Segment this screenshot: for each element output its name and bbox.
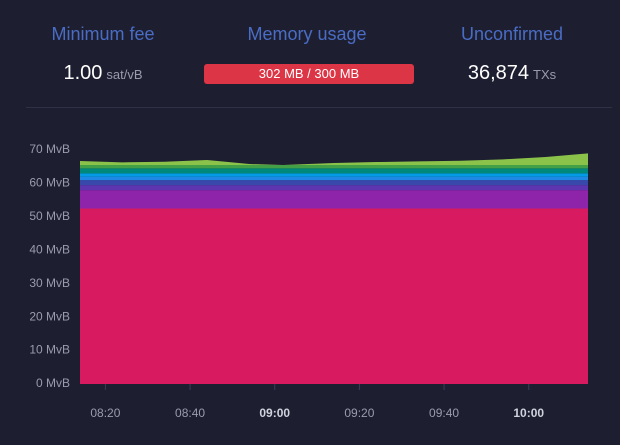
area — [80, 173, 588, 177]
area — [80, 153, 588, 166]
divider — [26, 107, 612, 108]
area — [80, 168, 588, 174]
area — [80, 180, 588, 186]
y-tick-label: 10 MvB — [29, 343, 70, 357]
stat-title: Unconfirmed — [460, 24, 564, 44]
stat-title: Memory usage — [247, 24, 367, 44]
area — [80, 190, 588, 209]
min-fee-stat: Minimum fee 1.00 sat/vB — [0, 24, 206, 85]
stat-value-row: 1.00 sat/vB — [0, 62, 206, 85]
x-tick-label: 10:00 — [513, 406, 544, 420]
x-tick-label: 08:20 — [90, 406, 120, 420]
y-tick-label: 70 MvB — [29, 142, 70, 156]
y-tick-label: 30 MvB — [29, 276, 70, 290]
stat-value-row: 36,874 TXs — [409, 62, 615, 85]
unconfirmed-stat: Unconfirmed 36,874 TXs — [409, 24, 615, 85]
stat-value: 36,874 — [467, 62, 530, 84]
stat-title: Minimum fee — [51, 24, 155, 44]
area — [80, 208, 588, 384]
y-tick-label: 60 MvB — [29, 176, 70, 190]
x-tick-label: 08:40 — [175, 406, 205, 420]
x-tick-label: 09:40 — [429, 406, 459, 420]
x-tick-label: 09:00 — [259, 406, 290, 420]
stat-unit: sat/vB — [106, 67, 143, 82]
memory-stat: Memory usage 302 MB / 300 MB — [204, 24, 414, 84]
area — [80, 176, 588, 181]
y-tick-label: 50 MvB — [29, 209, 70, 223]
y-tick-label: 40 MvB — [29, 242, 70, 256]
x-tick-label: 09:20 — [344, 406, 374, 420]
stat-value: 1.00 — [63, 62, 103, 84]
area — [80, 185, 588, 191]
area — [80, 165, 588, 169]
y-tick-label: 20 MvB — [29, 309, 70, 323]
stat-unit: TXs — [533, 67, 557, 82]
y-tick-label: 0 MvB — [36, 376, 70, 390]
memory-bar: 302 MB / 300 MB — [204, 64, 414, 84]
